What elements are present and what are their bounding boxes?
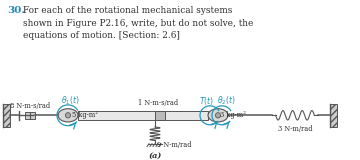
Text: For each of the rotational mechanical systems
shown in Figure P2.16, write, but : For each of the rotational mechanical sy…: [23, 6, 253, 40]
Text: 5 kg-m²: 5 kg-m²: [72, 111, 98, 119]
Text: 3 kg-m²: 3 kg-m²: [220, 111, 246, 119]
Ellipse shape: [58, 109, 78, 122]
Text: 1 N-m-s/rad: 1 N-m-s/rad: [138, 99, 178, 107]
Bar: [78, 111, 208, 120]
Ellipse shape: [216, 113, 220, 118]
Text: 3 N-m/rad: 3 N-m/rad: [278, 125, 312, 133]
Text: $T(t)$: $T(t)$: [198, 95, 213, 107]
Ellipse shape: [208, 109, 228, 122]
Bar: [330, 104, 337, 127]
Bar: [155, 111, 165, 120]
Text: 9 N-m/rad: 9 N-m/rad: [157, 141, 192, 149]
Text: 30.: 30.: [7, 6, 25, 15]
Text: (a): (a): [148, 152, 162, 160]
Text: $\theta_2(t)$: $\theta_2(t)$: [217, 95, 235, 107]
Bar: [3, 104, 10, 127]
Bar: [25, 112, 35, 119]
Text: $\theta_1(t)$: $\theta_1(t)$: [61, 95, 79, 107]
Ellipse shape: [66, 113, 71, 118]
Text: 8 N-m-s/rad: 8 N-m-s/rad: [10, 102, 50, 110]
